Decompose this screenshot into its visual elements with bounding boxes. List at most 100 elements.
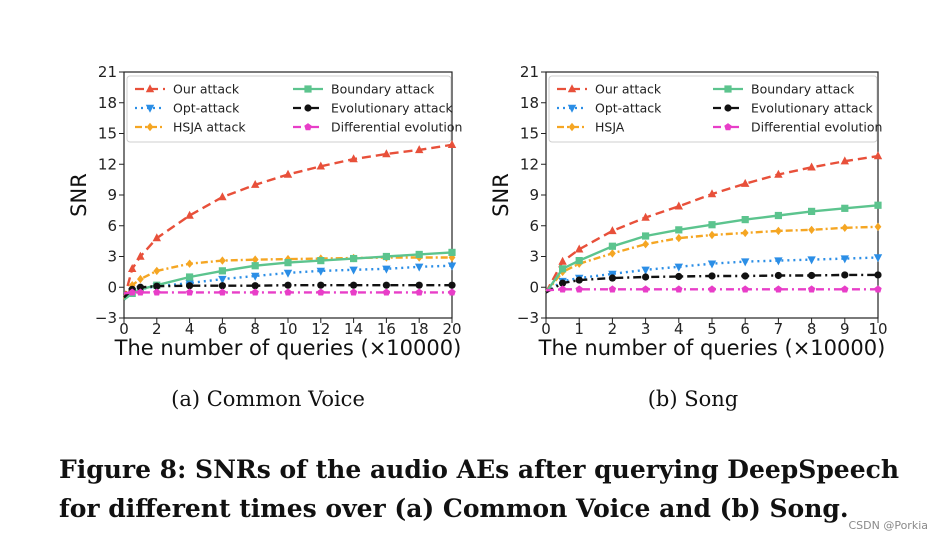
data-point-our-attack: [674, 201, 683, 210]
data-point-differential-evolution: [128, 288, 136, 296]
data-point-differential-evolution: [575, 285, 583, 293]
data-point-evolutionary-attack: [415, 281, 423, 289]
data-point-opt-attack: [447, 262, 457, 271]
figure-caption: Figure 8: SNRs of the audio AEs after qu…: [59, 450, 919, 528]
legend-marker-evolutionary-attack: [724, 104, 732, 112]
data-point-differential-evolution: [641, 285, 650, 293]
data-point-evolutionary-attack: [136, 283, 144, 291]
series-line-hsja: [545, 225, 879, 294]
data-point-our-attack: [741, 178, 750, 187]
data-point-our-attack: [774, 169, 783, 178]
legend-marker-hsja: [568, 122, 576, 132]
data-point-boundary-attack: [708, 221, 716, 229]
data-point-evolutionary-attack: [448, 281, 456, 289]
data-point-opt-attack: [382, 265, 391, 274]
x-tick-label: 4: [185, 320, 195, 338]
data-point-hsja: [675, 233, 683, 243]
y-tick-label: 6: [529, 217, 539, 235]
x-tick-label: 10: [868, 320, 887, 338]
x-tick-label: 2: [608, 320, 618, 338]
data-point-boundary-attack: [251, 262, 259, 270]
x-tick-label: 6: [218, 320, 228, 338]
subcaption-common-voice: (a) Common Voice: [171, 387, 365, 411]
data-point-our-attack: [608, 226, 617, 235]
data-point-boundary-attack: [642, 232, 650, 240]
x-tick-label: 16: [377, 320, 396, 338]
data-point-boundary-attack: [774, 211, 782, 220]
data-point-evolutionary-attack: [153, 282, 161, 290]
y-tick-label: 3: [529, 248, 539, 266]
data-point-differential-evolution: [284, 288, 292, 296]
x-tick-label: 10: [278, 320, 297, 338]
data-point-differential-evolution: [708, 285, 716, 293]
watermark: CSDN @Porkia: [848, 519, 928, 532]
legend-label-differential-evolution: Differential evolution: [331, 120, 462, 135]
data-point-evolutionary-attack: [575, 276, 583, 284]
legend-marker-our-attack: [567, 84, 577, 93]
x-tick-label: 8: [250, 320, 260, 338]
data-point-our-attack: [873, 151, 883, 160]
data-point-differential-evolution: [251, 288, 259, 296]
data-point-differential-evolution: [741, 285, 749, 293]
data-point-opt-attack: [873, 254, 883, 263]
y-tick-label: −3: [517, 309, 539, 327]
data-point-opt-attack: [349, 266, 358, 275]
x-tick-label: 8: [807, 320, 817, 338]
x-tick-label: 4: [674, 320, 684, 338]
data-point-our-attack: [575, 244, 584, 253]
legend-label-evolutionary-attack: Evolutionary attack: [331, 101, 453, 116]
data-point-differential-evolution: [558, 285, 567, 293]
data-point-evolutionary-attack: [218, 282, 226, 290]
data-point-our-attack: [447, 140, 457, 148]
data-point-boundary-attack: [317, 257, 325, 265]
data-point-hsja-attack: [153, 266, 161, 276]
legend-label-boundary-attack: Boundary attack: [751, 82, 855, 97]
legend-marker-evolutionary-attack: [304, 104, 312, 112]
data-point-opt-attack: [840, 255, 849, 264]
data-point-our-attack: [283, 169, 293, 178]
data-point-opt-attack: [807, 256, 816, 265]
legend-marker-boundary-attack: [304, 85, 312, 93]
data-point-boundary-attack: [218, 267, 226, 275]
data-point-boundary-attack: [559, 265, 567, 273]
subcaption-song: (b) Song: [648, 387, 739, 411]
data-point-our-attack: [415, 145, 424, 154]
data-point-boundary-attack: [382, 252, 390, 261]
data-point-opt-attack: [218, 275, 227, 284]
data-point-evolutionary-attack: [382, 281, 390, 289]
data-point-boundary-attack: [448, 248, 456, 256]
data-point-evolutionary-attack: [708, 272, 716, 280]
data-point-boundary-attack: [675, 226, 683, 234]
data-point-evolutionary-attack: [186, 282, 194, 290]
x-tick-label: 0: [119, 320, 129, 338]
data-point-our-attack: [641, 212, 650, 221]
data-point-our-attack: [136, 251, 145, 260]
legend-label-evolutionary-attack: Evolutionary attack: [751, 101, 873, 116]
y-tick-label: 6: [107, 217, 117, 235]
y-tick-label: 12: [520, 155, 539, 173]
y-tick-label: 21: [98, 63, 117, 81]
data-point-hsja: [841, 223, 849, 232]
data-point-differential-evolution: [317, 288, 325, 296]
data-point-hsja: [609, 249, 616, 258]
legend-label-opt-attack: Opt-attack: [173, 101, 240, 116]
y-tick-label: 15: [98, 125, 117, 143]
x-tick-label: 5: [707, 320, 717, 338]
data-point-hsja: [808, 225, 815, 234]
data-point-our-attack: [316, 161, 325, 170]
x-tick-label: 14: [344, 320, 363, 338]
series-line-evolutionary-attack: [545, 273, 878, 294]
y-tick-label: 12: [98, 155, 117, 173]
legend-marker-differential-evolution: [724, 123, 732, 131]
data-point-evolutionary-attack: [317, 281, 325, 289]
data-point-opt-attack: [415, 263, 424, 272]
data-point-evolutionary-attack: [808, 271, 816, 280]
data-point-our-attack: [218, 192, 227, 201]
series-line-our-attack: [544, 154, 879, 293]
data-point-opt-attack: [674, 263, 683, 272]
data-point-opt-attack: [641, 266, 650, 275]
y-tick-label: 3: [107, 248, 117, 266]
legend-label-hsja: HSJA: [595, 120, 625, 135]
data-point-boundary-attack: [415, 250, 423, 259]
